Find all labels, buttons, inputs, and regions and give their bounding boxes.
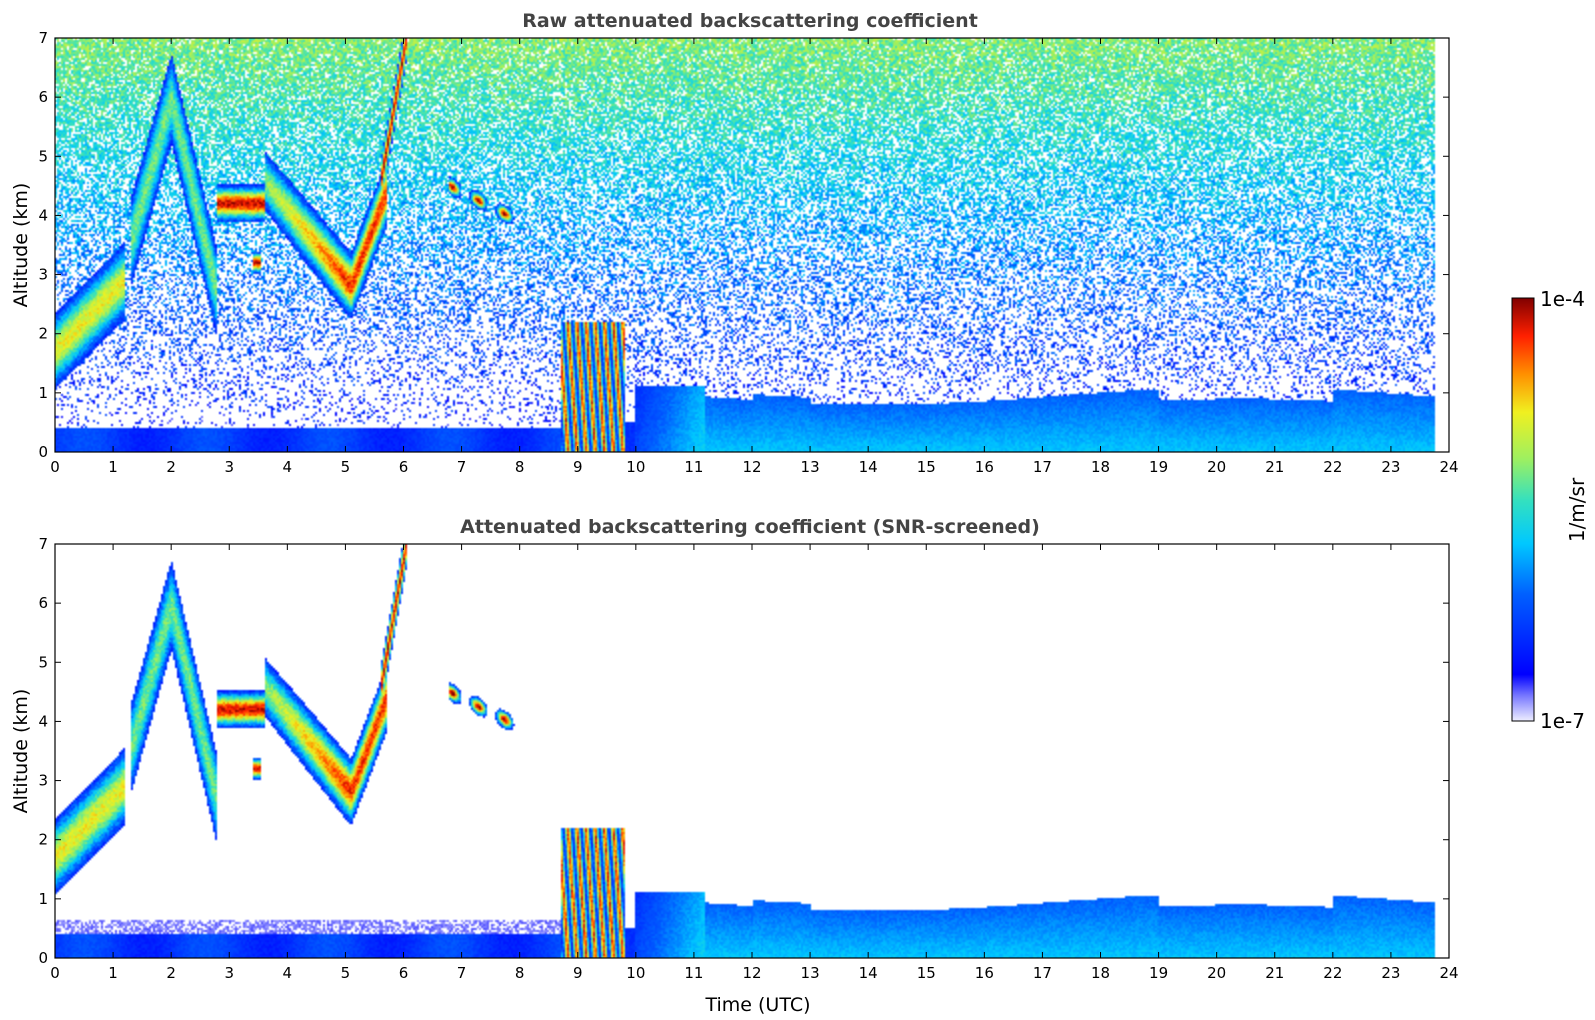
x-tick-label: 17 (1033, 964, 1052, 982)
x-tick-label: 9 (573, 458, 583, 476)
y-tick-label: 3 (38, 266, 48, 284)
y-tick-label: 4 (38, 712, 48, 730)
x-tick-label: 17 (1033, 458, 1052, 476)
panel2-x-label: Time (UTC) (704, 994, 810, 1016)
x-tick-label: 2 (166, 458, 176, 476)
x-tick-label: 10 (626, 458, 645, 476)
panel1-plot-area (54, 37, 1450, 453)
y-tick-label: 0 (38, 443, 48, 461)
y-tick-label: 2 (38, 831, 48, 849)
y-tick-label: 7 (38, 29, 48, 47)
x-tick-label: 20 (1207, 458, 1226, 476)
colorbar-gradient (1511, 297, 1535, 722)
x-tick-label: 16 (975, 964, 994, 982)
x-tick-label: 4 (283, 964, 293, 982)
x-tick-label: 19 (1149, 964, 1168, 982)
x-tick-label: 22 (1323, 964, 1342, 982)
y-tick-label: 2 (38, 325, 48, 343)
panel1-y-label: Altitude (km) (10, 183, 32, 308)
x-tick-label: 23 (1381, 964, 1400, 982)
panel2-heatmap (55, 544, 1449, 958)
x-tick-label: 9 (573, 964, 583, 982)
x-tick-label: 4 (283, 458, 293, 476)
y-tick-label: 1 (38, 384, 48, 402)
panel1-heatmap (55, 38, 1449, 452)
colorbar-unit-label: 1/m/sr (1565, 477, 1589, 542)
y-tick-label: 0 (38, 949, 48, 967)
x-tick-label: 14 (859, 964, 878, 982)
x-tick-label: 21 (1265, 458, 1284, 476)
x-tick-label: 21 (1265, 964, 1284, 982)
x-tick-label: 23 (1381, 458, 1400, 476)
panel2-plot-area (54, 543, 1450, 959)
x-tick-label: 24 (1439, 458, 1458, 476)
y-tick-label: 5 (38, 147, 48, 165)
x-tick-label: 18 (1091, 964, 1110, 982)
x-tick-label: 14 (859, 458, 878, 476)
x-tick-label: 5 (341, 964, 351, 982)
y-tick-label: 5 (38, 653, 48, 671)
y-tick-label: 1 (38, 890, 48, 908)
x-tick-label: 11 (684, 458, 703, 476)
x-tick-label: 1 (108, 964, 118, 982)
x-tick-label: 13 (801, 964, 820, 982)
y-tick-label: 6 (38, 88, 48, 106)
x-tick-label: 11 (684, 964, 703, 982)
x-tick-label: 15 (917, 458, 936, 476)
panel1-x-axis: 0 1 2 3 4 5 6 7 8 9 10 11 12 13 14 15 16 17 18 19 20 21 22 23 24 (50, 38, 1459, 476)
x-tick-label: 7 (457, 964, 467, 982)
x-tick-label: 15 (917, 964, 936, 982)
panel1-title: Raw attenuated backscattering coefficien… (522, 10, 978, 32)
x-tick-label: 6 (399, 458, 409, 476)
x-tick-label: 0 (50, 458, 60, 476)
panel2-title: Attenuated backscattering coefficient (S… (460, 516, 1040, 538)
x-tick-label: 8 (515, 964, 525, 982)
x-tick-label: 12 (742, 964, 761, 982)
x-tick-label: 18 (1091, 458, 1110, 476)
colorbar-max-label: 1e-4 (1540, 287, 1585, 311)
y-tick-label: 6 (38, 594, 48, 612)
x-tick-label: 2 (166, 964, 176, 982)
panel2-x-axis: 0 1 2 3 4 5 6 7 8 9 10 11 12 13 14 15 16 17 18 19 20 21 22 23 24 (50, 544, 1459, 982)
y-tick-label: 4 (38, 206, 48, 224)
x-tick-label: 3 (224, 964, 234, 982)
x-tick-label: 22 (1323, 458, 1342, 476)
x-tick-label: 3 (224, 458, 234, 476)
x-tick-label: 0 (50, 964, 60, 982)
panel2-y-label: Altitude (km) (10, 689, 32, 814)
x-tick-label: 7 (457, 458, 467, 476)
colorbar-min-label: 1e-7 (1540, 709, 1585, 733)
panel2-y-axis: 0 1 2 3 4 5 6 7 (38, 535, 1449, 967)
x-tick-label: 8 (515, 458, 525, 476)
x-tick-label: 16 (975, 458, 994, 476)
y-tick-label: 7 (38, 535, 48, 553)
x-tick-label: 20 (1207, 964, 1226, 982)
x-tick-label: 19 (1149, 458, 1168, 476)
x-tick-label: 10 (626, 964, 645, 982)
colorbar: 1e-4 1e-7 1/m/sr (1511, 287, 1589, 733)
x-tick-label: 6 (399, 964, 409, 982)
panel1-y-axis: 0 1 2 3 4 5 6 7 (38, 29, 1449, 461)
x-tick-label: 24 (1439, 964, 1458, 982)
x-tick-label: 13 (801, 458, 820, 476)
x-tick-label: 5 (341, 458, 351, 476)
y-tick-label: 3 (38, 772, 48, 790)
x-tick-label: 12 (742, 458, 761, 476)
x-tick-label: 1 (108, 458, 118, 476)
